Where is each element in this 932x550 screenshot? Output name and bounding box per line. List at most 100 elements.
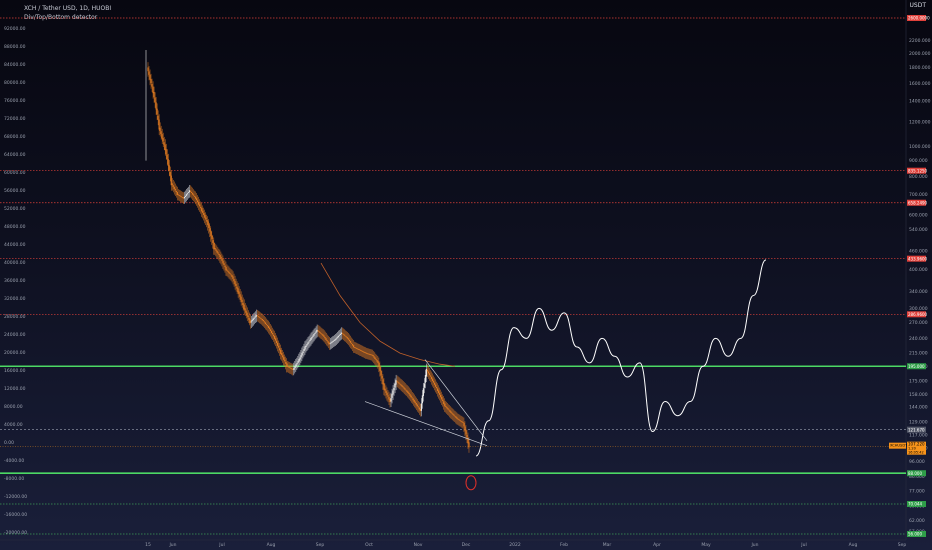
candle-body	[417, 406, 419, 408]
candle-body	[365, 352, 367, 354]
right-axis-tick: 240.000	[909, 336, 928, 342]
left-axis-tick: 4000.00	[4, 422, 23, 428]
candle-body	[394, 383, 396, 388]
candle-body	[326, 339, 328, 341]
left-axis-tick: 72000.00	[4, 116, 26, 122]
candle-body	[196, 198, 198, 201]
candle-body	[340, 332, 343, 335]
candle-body	[303, 349, 305, 351]
candle-body	[431, 378, 434, 382]
candle-body	[468, 442, 470, 448]
right-axis-tick: 340.000	[909, 289, 928, 295]
candle-body	[433, 382, 436, 385]
left-axis-tick: 48000.00	[4, 224, 26, 230]
candle-body	[362, 351, 364, 352]
candle-body	[422, 388, 425, 397]
candle-body	[193, 195, 196, 197]
candle-body	[184, 195, 187, 197]
candle-body	[260, 318, 263, 320]
candle-body	[170, 175, 172, 186]
candle-body	[242, 302, 244, 306]
candle-body	[459, 420, 461, 421]
candle-body	[401, 385, 403, 387]
projection-curve	[475, 259, 767, 457]
level-tag	[907, 15, 926, 21]
candle-body	[199, 204, 201, 207]
candle-body	[448, 409, 450, 411]
indicator-title[interactable]: Div/Top/Bottom detector	[24, 14, 98, 21]
candle-body	[377, 361, 379, 364]
candle-body	[350, 342, 353, 344]
candle-body	[389, 398, 391, 402]
candle-body	[309, 339, 311, 342]
candle-body	[445, 406, 447, 408]
candle-body	[277, 342, 279, 346]
candle-body	[281, 353, 283, 356]
candle-body	[316, 329, 318, 332]
candle-body	[224, 265, 226, 268]
current-price-value: 107.220	[908, 442, 925, 447]
candle-body	[347, 338, 350, 340]
left-axis-tick: 28000.00	[4, 314, 26, 320]
candle-body	[215, 249, 217, 251]
candle-body	[416, 404, 418, 407]
candle-body	[185, 194, 188, 196]
right-axis-tick: 144.000	[909, 405, 928, 411]
wedge-upper-line	[424, 359, 488, 442]
candle-body	[289, 367, 291, 369]
candle-body	[380, 370, 382, 376]
candle-body	[452, 413, 454, 415]
candle-body	[194, 196, 197, 199]
symbol-title[interactable]: XCH / Tether USD, 1D, HUOBI	[24, 5, 112, 12]
candle-body	[388, 396, 390, 400]
candle-body	[175, 190, 177, 193]
candle-body	[438, 390, 440, 394]
candle-body	[345, 336, 348, 338]
candle-body	[282, 355, 284, 358]
candle-body	[361, 350, 363, 352]
candle-body	[400, 384, 402, 386]
level-label: 2600.0000	[908, 16, 930, 21]
candle-body	[213, 242, 215, 250]
candle-body	[203, 212, 205, 216]
candle-body	[226, 269, 228, 271]
candle-body	[163, 142, 165, 145]
candle-body	[355, 347, 358, 349]
candle-body	[290, 368, 292, 369]
candle-body	[396, 380, 398, 382]
candle-body	[268, 327, 271, 330]
candle-body	[233, 278, 235, 282]
left-axis-tick: 52000.00	[4, 206, 26, 212]
candle-body	[341, 332, 344, 334]
candle-body	[338, 335, 340, 337]
current-price-tag	[907, 441, 926, 455]
x-axis-tick: Feb	[560, 542, 568, 548]
x-axis-tick: Nov	[414, 542, 423, 548]
candle-body	[363, 351, 365, 353]
candle-body	[275, 340, 278, 344]
candle-body	[190, 191, 193, 194]
candle-body	[149, 74, 151, 80]
candle-body	[192, 194, 195, 196]
level-tag	[907, 500, 926, 507]
candle-body	[255, 314, 257, 317]
candle-body	[458, 419, 460, 421]
right-axis-tick: 1200.000	[909, 119, 931, 125]
candle-body	[214, 247, 216, 250]
candle-body	[252, 318, 254, 321]
candle-body	[204, 214, 206, 218]
candle-body	[223, 263, 225, 266]
candle-body	[455, 416, 457, 418]
candle-body	[337, 335, 339, 338]
candle-body	[418, 407, 420, 410]
candle-body	[435, 386, 438, 389]
candle-body	[155, 102, 157, 110]
candle-body	[367, 353, 369, 355]
right-axis-tick: 96.000	[909, 459, 925, 465]
candle-body	[439, 392, 441, 395]
x-axis-tick: Mar	[603, 542, 612, 548]
candle-body	[461, 421, 463, 423]
x-axis-tick: Aug	[267, 542, 276, 548]
candle-body	[387, 395, 389, 397]
